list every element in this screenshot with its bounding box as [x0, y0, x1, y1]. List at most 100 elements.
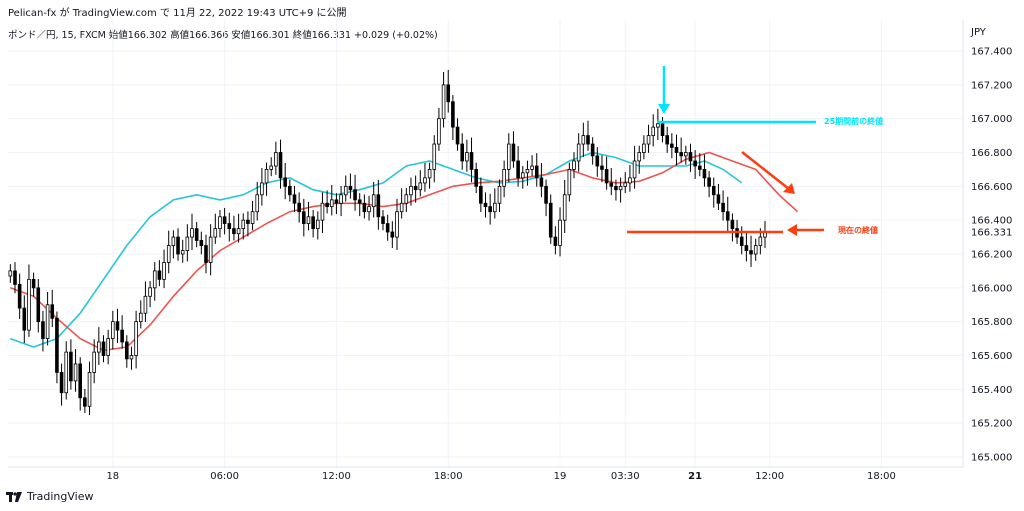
candle — [27, 264, 31, 337]
candle-body-up — [92, 351, 96, 373]
candle — [441, 71, 446, 128]
candle — [520, 166, 525, 189]
candle-body-up — [520, 172, 525, 179]
red-diagonal-arrow-head — [783, 183, 795, 194]
candle-body-up — [45, 304, 50, 339]
candle-body-down — [357, 199, 362, 204]
candle — [115, 308, 120, 343]
candle — [511, 131, 516, 168]
candle-body-up — [106, 338, 110, 356]
candle — [642, 135, 646, 160]
candle-body-up — [642, 143, 646, 153]
candle — [623, 172, 628, 194]
candle-body-up — [646, 135, 651, 145]
y-tick-label: 167.200 — [971, 80, 1012, 91]
candle-body-down — [41, 321, 45, 339]
candle-body-up — [404, 194, 409, 204]
y-tick-label: 166.200 — [971, 250, 1012, 261]
candle — [600, 155, 604, 183]
candle — [218, 210, 222, 238]
candle — [381, 210, 385, 231]
x-tick-label: 18 — [106, 471, 119, 482]
candle-body-up — [432, 143, 437, 170]
candle-body-down — [13, 270, 17, 285]
candle — [604, 156, 609, 190]
candle-body-down — [609, 182, 614, 187]
x-tick-label: 21 — [688, 471, 702, 482]
candle-body-down — [446, 84, 451, 103]
candle-body-down — [227, 223, 232, 230]
candle-body-down — [674, 147, 679, 153]
y-tick-label: 165.000 — [971, 453, 1012, 464]
candle-body-up — [250, 211, 255, 224]
candle — [213, 213, 218, 244]
candle — [432, 135, 437, 183]
candle — [525, 160, 530, 186]
candle-body-up — [651, 126, 656, 136]
candle-body-down — [176, 236, 180, 255]
candle-body-down — [204, 245, 208, 263]
candle — [241, 213, 246, 240]
candle — [716, 183, 721, 211]
candle-body-up — [409, 185, 413, 196]
candle — [427, 162, 432, 189]
candle — [64, 341, 69, 400]
price-chart[interactable]: JPY 165.000165.200165.400165.600165.8001… — [0, 0, 1024, 482]
candle — [311, 210, 315, 238]
candle — [171, 230, 176, 259]
candle — [199, 231, 204, 255]
candle — [283, 162, 287, 200]
candle-body-up — [371, 194, 376, 208]
candle-body-up — [320, 202, 325, 221]
candle-body-down — [660, 123, 665, 136]
candle — [385, 214, 390, 241]
candle-body-up — [343, 185, 348, 196]
candle — [348, 173, 353, 199]
candle — [674, 134, 679, 166]
candle-body-up — [493, 202, 497, 213]
y-tick-label: 166.000 — [971, 283, 1012, 294]
candle-body-up — [367, 206, 371, 213]
candle-body-up — [437, 118, 441, 145]
candle — [157, 260, 162, 287]
candle-body-down — [325, 202, 329, 208]
candle — [357, 193, 362, 217]
candle — [166, 230, 171, 274]
candle — [124, 335, 129, 368]
candle — [260, 168, 264, 206]
candle-body-up — [190, 228, 194, 238]
candle-body-down — [460, 143, 465, 162]
candle — [539, 162, 544, 198]
tradingview-brand[interactable]: TradingView — [27, 490, 94, 503]
candle — [451, 94, 455, 140]
candle — [418, 170, 423, 197]
candle — [83, 388, 87, 414]
candle-body-up — [180, 250, 185, 255]
candle — [409, 177, 413, 206]
candle — [315, 211, 320, 240]
candle — [69, 339, 73, 390]
candle — [702, 154, 707, 187]
last-price-value: 166.331 — [971, 227, 1012, 238]
x-tick-label: 18:00 — [434, 471, 463, 482]
candle — [55, 311, 59, 384]
candle — [446, 69, 451, 113]
candle-body-down — [385, 223, 390, 233]
candle — [176, 228, 180, 261]
candle — [558, 207, 562, 257]
candle-body-down — [707, 177, 711, 187]
candle-body-up — [581, 135, 586, 145]
candle — [744, 232, 749, 262]
candle-body-down — [292, 194, 297, 204]
candle-body-down — [553, 236, 558, 246]
candle — [41, 310, 45, 352]
candle-body-down — [725, 211, 730, 221]
candle — [576, 133, 581, 172]
candle-body-down — [604, 169, 609, 184]
candle — [697, 153, 702, 177]
candle-body-up — [572, 160, 576, 170]
candles — [8, 69, 767, 416]
candle-body-down — [469, 152, 474, 170]
annotations: 25期間前の終値 現在の終値 — [627, 66, 883, 236]
candle-body-down — [376, 194, 381, 218]
